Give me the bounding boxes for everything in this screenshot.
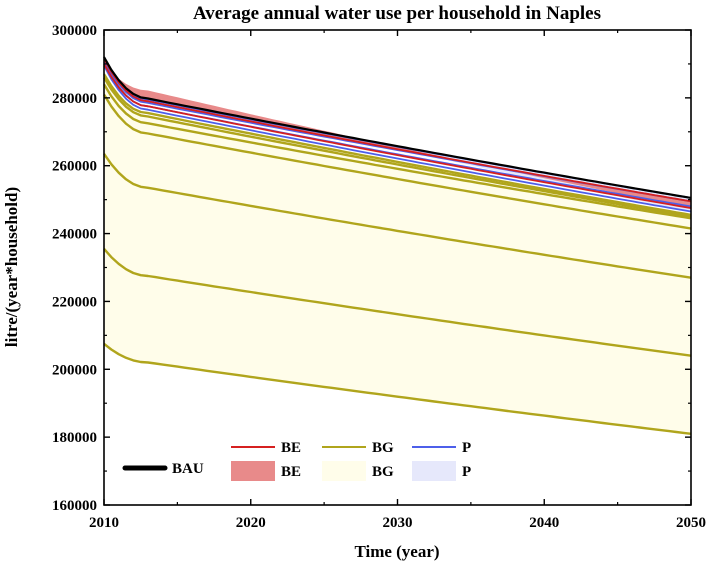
legend-label: BE <box>281 464 301 480</box>
series-line-bg-4 <box>102 83 692 220</box>
x-tick-label: 2020 <box>236 515 266 531</box>
legend-label: P <box>462 440 471 456</box>
plot-area <box>102 56 692 435</box>
y-tick-label: 260000 <box>52 159 97 175</box>
series-line-p-7 <box>103 65 692 213</box>
y-axis-title: litre/(year*household) <box>2 187 21 347</box>
legend-swatch <box>231 461 275 481</box>
legend-label: P <box>462 464 471 480</box>
y-tick-label: 180000 <box>52 430 97 446</box>
series-line-bau-13 <box>103 56 692 199</box>
legend-label: BG <box>372 440 394 456</box>
legend-label: BG <box>372 464 394 480</box>
x-tick-label: 2030 <box>383 515 413 531</box>
y-tick-label: 200000 <box>52 362 97 378</box>
x-tick-label: 2050 <box>676 515 706 531</box>
legend: BAU BE BG P BE BG P <box>122 440 471 481</box>
legend-swatch <box>412 461 456 481</box>
band-be <box>104 58 691 209</box>
y-tick-label: 240000 <box>52 227 97 243</box>
chart-title: Average annual water use per household i… <box>193 3 601 24</box>
series-line-bg-2 <box>103 153 692 279</box>
y-tick-label: 220000 <box>52 294 97 310</box>
legend-item-bg-patch: BG <box>322 461 394 481</box>
legend-item-p-patch: P <box>412 461 471 481</box>
series-line-bg-3 <box>102 93 692 230</box>
legend-label: BE <box>281 440 301 456</box>
series-line-bg-1 <box>103 248 692 357</box>
legend-item-bg-line: BG <box>322 440 394 456</box>
x-tick-label: 2010 <box>89 515 119 531</box>
series-line-be-12 <box>103 58 692 203</box>
x-axis-title: Time (year) <box>354 542 439 561</box>
legend-item-bau-thick-line: BAU <box>122 461 204 477</box>
legend-item-be-patch: BE <box>231 461 301 481</box>
y-tick-label: 160000 <box>52 498 97 514</box>
series-line-bg-5 <box>102 76 692 218</box>
y-tick-label: 280000 <box>52 91 97 107</box>
series-line-bg-6 <box>102 73 692 217</box>
series-line-bg-0 <box>103 342 692 435</box>
axes: 2010 2020 2030 2040 2050 160000 180000 200000 22… <box>52 23 706 531</box>
band-bg <box>104 74 691 434</box>
legend-swatch <box>322 461 366 481</box>
series-line-be-11 <box>103 63 692 209</box>
y-tick-label: 300000 <box>52 23 97 39</box>
x-tick-label: 2040 <box>529 515 559 531</box>
legend-label: BAU <box>172 461 204 477</box>
legend-item-p-line: P <box>412 440 471 456</box>
legend-item-be-line: BE <box>231 440 301 456</box>
